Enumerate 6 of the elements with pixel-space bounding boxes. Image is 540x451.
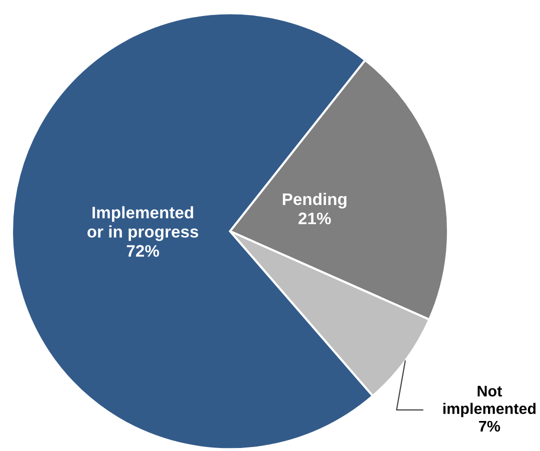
data-label: 7% [479,420,500,432]
slice-label: Pending [282,192,346,208]
slice-label: Not implemented [443,386,536,418]
data-label: 72% [126,245,160,257]
slice-label: Implemented or in progress [87,206,198,241]
data-label: 21% [298,212,331,224]
